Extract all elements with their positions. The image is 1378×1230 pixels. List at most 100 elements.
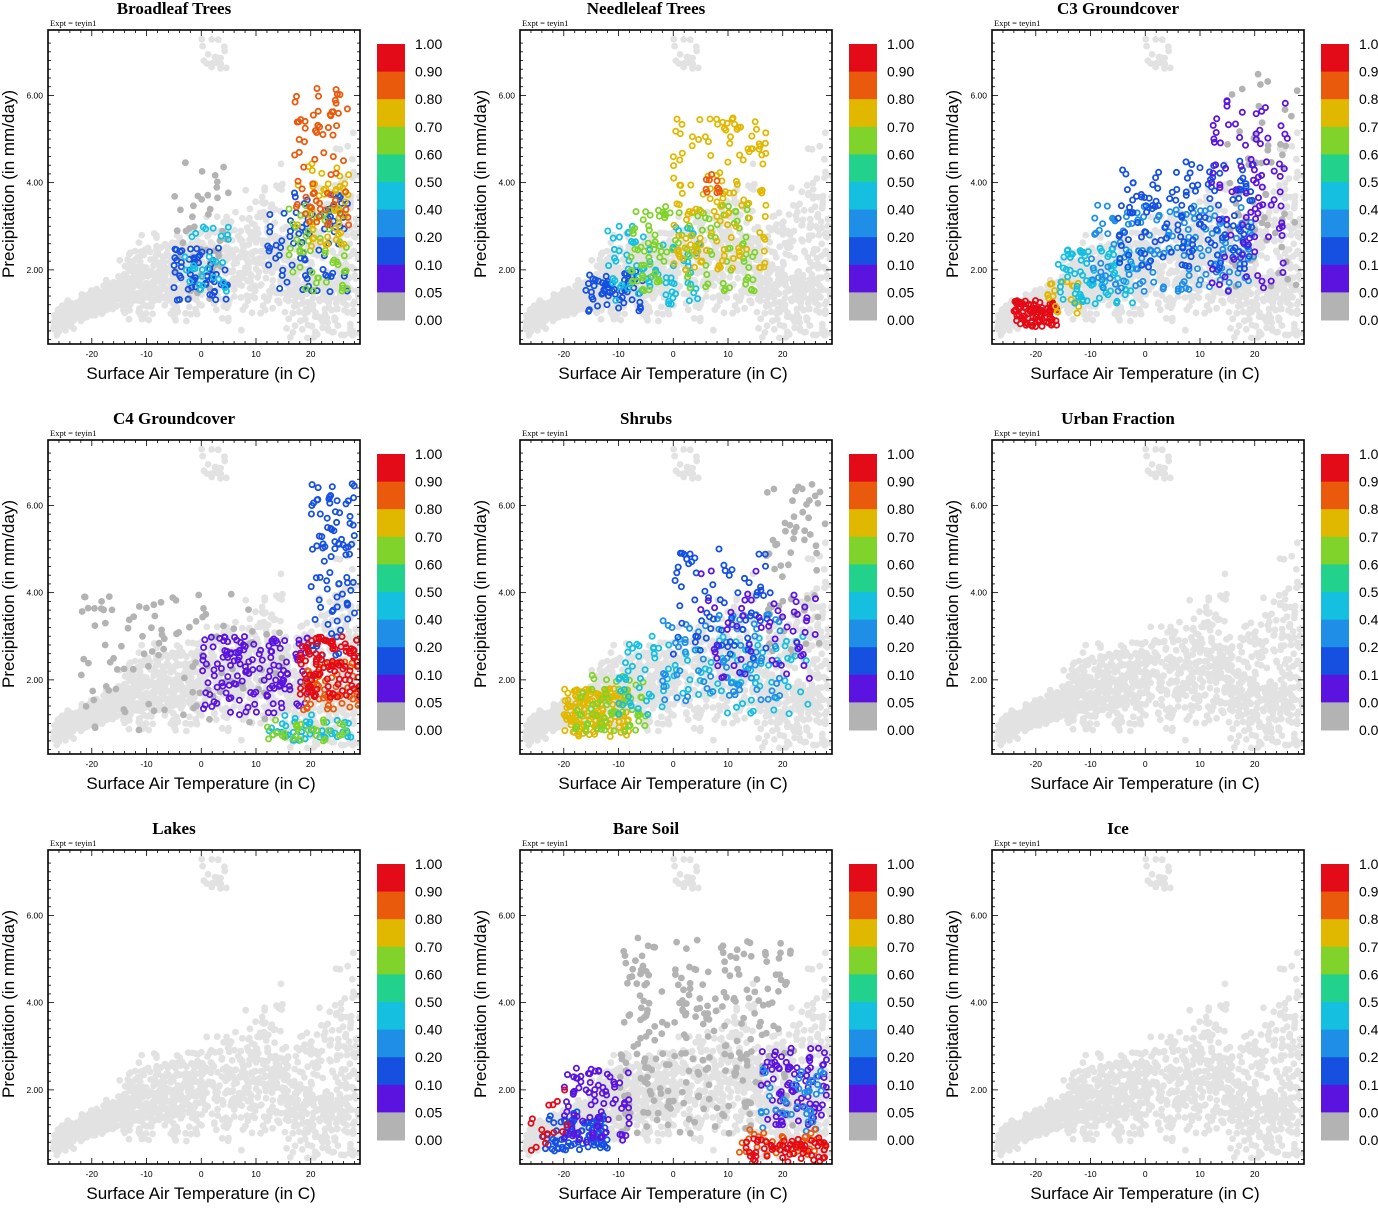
data-point <box>221 284 229 292</box>
data-point <box>745 199 753 207</box>
background-point <box>148 299 156 307</box>
data-point <box>645 226 653 234</box>
point-series-0.60 <box>285 202 351 295</box>
background-point <box>199 42 207 50</box>
background-point <box>1174 293 1182 300</box>
background-points <box>522 35 832 342</box>
data-point <box>697 241 705 249</box>
background-point <box>55 328 63 335</box>
data-point <box>735 244 743 252</box>
background-point <box>670 35 678 43</box>
data-point <box>342 188 350 196</box>
data-point <box>177 206 184 214</box>
data-point <box>293 200 301 208</box>
background-point <box>159 254 167 262</box>
background-point <box>1263 254 1271 262</box>
background-point <box>720 292 728 300</box>
background-point <box>1290 204 1298 212</box>
background-point <box>749 160 757 168</box>
background-point <box>244 297 252 305</box>
data-point <box>305 218 313 226</box>
data-point <box>285 251 293 259</box>
background-point <box>1225 308 1233 316</box>
background-point <box>720 309 728 317</box>
colorbar-swatch <box>849 264 877 293</box>
background-point <box>1259 229 1267 236</box>
background-point <box>82 298 90 306</box>
data-point <box>678 189 686 197</box>
background-point <box>1084 314 1092 322</box>
background-point <box>165 251 172 259</box>
data-point <box>173 227 181 235</box>
data-point <box>730 120 738 128</box>
data-point <box>702 261 710 269</box>
background-point <box>805 189 812 197</box>
data-point <box>670 221 678 229</box>
background-point <box>606 263 614 271</box>
data-point <box>293 236 301 244</box>
background-point <box>1160 262 1167 270</box>
background-point <box>91 299 98 307</box>
background-point <box>1281 179 1289 187</box>
background-point <box>552 292 559 299</box>
background-point <box>131 247 139 255</box>
background-point <box>236 253 244 261</box>
background-point <box>348 155 356 163</box>
background-point <box>527 328 535 335</box>
data-point <box>594 302 602 310</box>
y-tick-label: 2.00 <box>498 265 515 275</box>
background-point <box>1181 294 1189 301</box>
data-point <box>644 239 652 247</box>
data-point <box>732 208 740 216</box>
background-point <box>102 280 110 288</box>
background-point <box>352 222 360 230</box>
data-point <box>293 221 301 229</box>
data-point <box>705 176 713 184</box>
background-point <box>534 310 542 317</box>
background-point <box>812 331 820 339</box>
background-point <box>348 263 356 271</box>
background-point <box>324 325 332 332</box>
data-point <box>331 224 339 232</box>
background-point <box>307 300 315 307</box>
background-point <box>248 220 256 227</box>
data-point <box>337 240 345 248</box>
point-series-0.70 <box>669 114 770 274</box>
data-point <box>760 233 768 241</box>
data-point <box>742 233 750 241</box>
data-point <box>651 231 659 239</box>
background-point <box>733 306 741 314</box>
data-point <box>704 138 712 146</box>
background-point <box>730 198 738 206</box>
data-point <box>309 180 317 188</box>
background-point <box>689 64 696 72</box>
background-point <box>153 234 160 242</box>
data-point <box>748 132 756 140</box>
background-point <box>780 218 787 226</box>
data-point <box>681 244 689 252</box>
data-point <box>655 277 663 285</box>
background-point <box>712 243 719 251</box>
background-point <box>816 142 824 150</box>
data-point <box>727 233 735 241</box>
background-point <box>176 284 184 292</box>
background-point <box>340 296 347 304</box>
data-point <box>290 189 298 197</box>
background-point <box>260 208 268 216</box>
data-point <box>325 218 333 226</box>
background-point <box>747 185 755 192</box>
data-point <box>743 245 751 253</box>
data-point <box>184 285 192 293</box>
background-point <box>252 265 260 273</box>
background-point <box>330 328 338 336</box>
background-point <box>803 181 811 189</box>
background-point <box>208 36 216 43</box>
background-point <box>800 206 808 214</box>
background-point <box>1147 213 1155 221</box>
background-point <box>193 310 201 318</box>
background-point <box>1173 267 1181 274</box>
background-point <box>344 142 352 150</box>
background-point <box>1292 263 1300 271</box>
x-axis-label: Surface Air Temperature (in C) <box>558 364 787 383</box>
colorbar-swatch <box>377 209 405 238</box>
